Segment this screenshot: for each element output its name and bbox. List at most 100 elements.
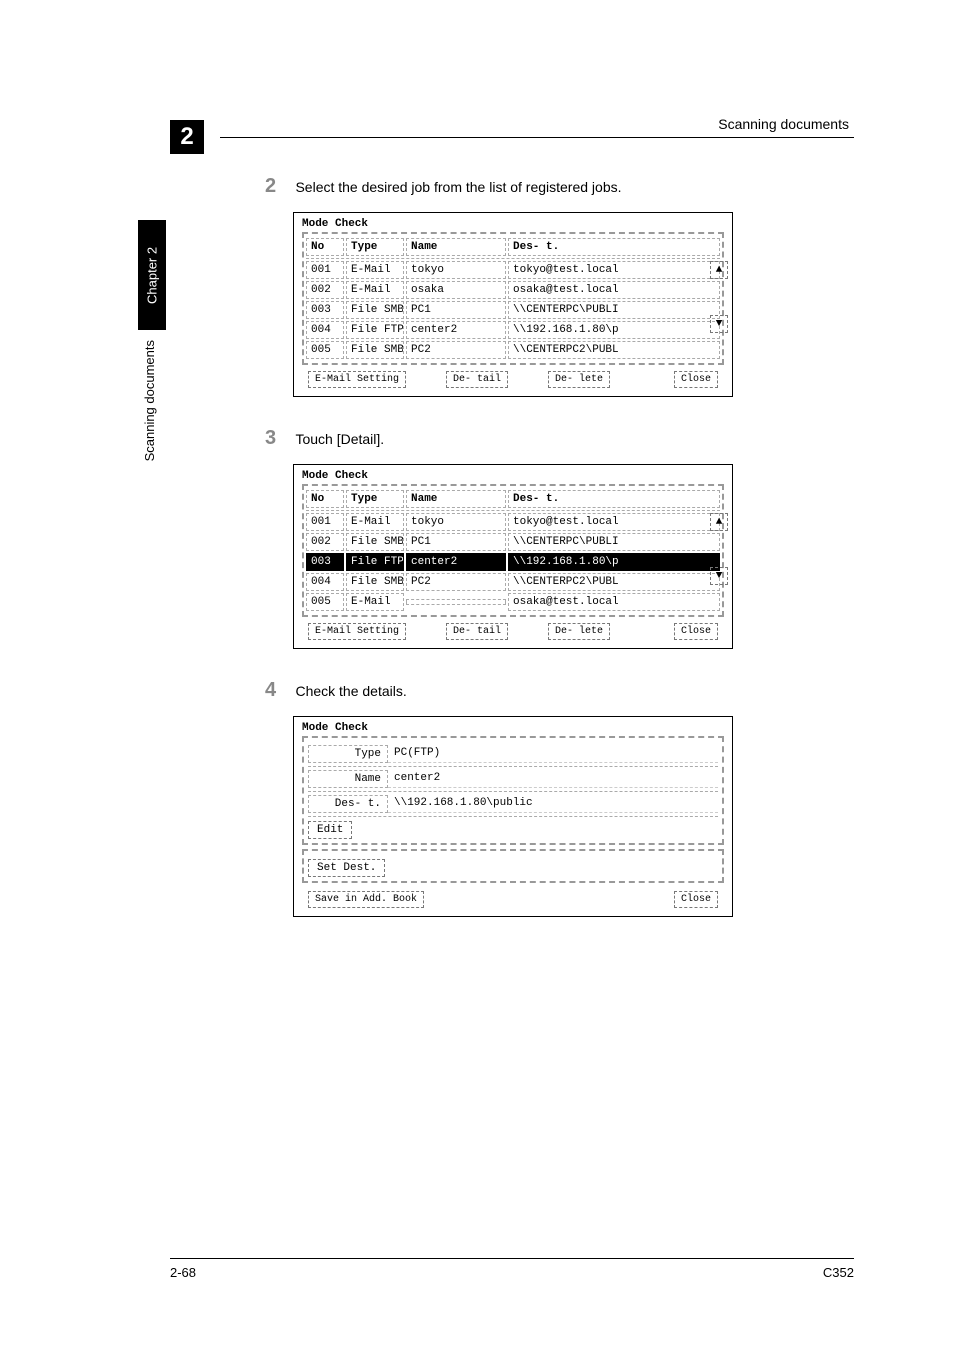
step-number: 4 xyxy=(265,679,291,702)
cell-no: 003 xyxy=(306,301,344,319)
cell-type: File SMB xyxy=(346,573,404,591)
edit-button[interactable]: Edit xyxy=(308,821,352,839)
cell-no: 003 xyxy=(306,553,344,571)
cell-dest: \\CENTERPC2\PUBL xyxy=(508,341,720,359)
step-3: 3 Touch [Detail]. xyxy=(265,427,854,450)
mode-check-panel-1: Mode Check No Type Name Des- t. 001E-Mai… xyxy=(293,212,733,397)
table-header: No Type Name Des- t. xyxy=(306,490,720,511)
cell-dest: \\192.168.1.80\p xyxy=(508,553,720,571)
cell-type: E-Mail xyxy=(346,261,404,279)
cell-dest: tokyo@test.local xyxy=(508,261,720,279)
set-dest-button[interactable]: Set Dest. xyxy=(308,859,385,877)
cell-type: File FTP xyxy=(346,553,404,571)
table-row[interactable]: 001E-Mailtokyotokyo@test.local xyxy=(306,261,720,279)
delete-button[interactable]: De- lete xyxy=(548,371,610,388)
cell-name: PC2 xyxy=(406,341,506,359)
scroll-up-icon[interactable]: ▲ xyxy=(710,513,728,531)
step-number: 3 xyxy=(265,427,291,450)
footer-model: C352 xyxy=(823,1265,854,1280)
detail-name-value: center2 xyxy=(388,770,718,788)
table-row[interactable]: 004File FTPcenter2\\192.168.1.80\p xyxy=(306,321,720,339)
footer-page-number: 2-68 xyxy=(170,1265,196,1280)
scroll-down-icon[interactable]: ▼ xyxy=(710,567,728,585)
cell-no: 001 xyxy=(306,513,344,531)
delete-button[interactable]: De- lete xyxy=(548,623,610,640)
col-name: Name xyxy=(406,490,506,508)
table-row[interactable]: 004File SMBPC2\\CENTERPC2\PUBL xyxy=(306,573,720,591)
detail-type-value: PC(FTP) xyxy=(388,745,718,763)
close-button[interactable]: Close xyxy=(674,891,718,908)
close-button[interactable]: Close xyxy=(674,623,718,640)
detail-button[interactable]: De- tail xyxy=(446,371,508,388)
cell-dest: \\CENTERPC\PUBLI xyxy=(508,533,720,551)
table-row[interactable]: 003File FTPcenter2\\192.168.1.80\p xyxy=(306,553,720,571)
cell-dest: osaka@test.local xyxy=(508,281,720,299)
side-chapter-tab: Chapter 2 xyxy=(138,220,166,330)
cell-dest: tokyo@test.local xyxy=(508,513,720,531)
col-no: No xyxy=(306,490,344,508)
cell-dest: \\CENTERPC\PUBLI xyxy=(508,301,720,319)
scroll-down-icon[interactable]: ▼ xyxy=(710,315,728,333)
cell-no: 001 xyxy=(306,261,344,279)
scroll-up-icon[interactable]: ▲ xyxy=(710,261,728,279)
col-dest: Des- t. xyxy=(508,238,720,256)
step-text: Touch [Detail]. xyxy=(295,427,384,447)
cell-no: 004 xyxy=(306,321,344,339)
step-2: 2 Select the desired job from the list o… xyxy=(265,175,854,198)
mode-check-panel-2: Mode Check No Type Name Des- t. 001E-Mai… xyxy=(293,464,733,649)
panel-title: Mode Check xyxy=(302,723,724,734)
cell-name: tokyo xyxy=(406,261,506,279)
email-setting-button[interactable]: E-Mail Setting xyxy=(308,623,406,640)
table-row[interactable]: 002E-Mailosakaosaka@test.local xyxy=(306,281,720,299)
mode-check-panel-detail: Mode Check Type PC(FTP) Name center2 Des… xyxy=(293,716,733,917)
col-type: Type xyxy=(346,490,404,508)
cell-name: PC2 xyxy=(406,573,506,591)
cell-name: osaka xyxy=(406,281,506,299)
header-title: Scanning documents xyxy=(718,116,849,132)
cell-type: File SMB xyxy=(346,341,404,359)
cell-dest: \\CENTERPC2\PUBL xyxy=(508,573,720,591)
step-text: Check the details. xyxy=(295,679,406,699)
close-button[interactable]: Close xyxy=(674,371,718,388)
cell-dest: \\192.168.1.80\p xyxy=(508,321,720,339)
col-name: Name xyxy=(406,238,506,256)
cell-name xyxy=(406,599,506,605)
cell-type: File FTP xyxy=(346,321,404,339)
cell-type: E-Mail xyxy=(346,281,404,299)
step-4: 4 Check the details. xyxy=(265,679,854,702)
cell-name: tokyo xyxy=(406,513,506,531)
detail-dest-label: Des- t. xyxy=(308,795,388,813)
table-row[interactable]: 005E-Mailosaka@test.local xyxy=(306,593,720,611)
detail-name-label: Name xyxy=(308,770,388,788)
table-row[interactable]: 001E-Mailtokyotokyo@test.local xyxy=(306,513,720,531)
cell-no: 005 xyxy=(306,341,344,359)
table-row[interactable]: 002File SMBPC1\\CENTERPC\PUBLI xyxy=(306,533,720,551)
header-rule xyxy=(220,137,854,138)
detail-type-label: Type xyxy=(308,745,388,763)
col-type: Type xyxy=(346,238,404,256)
panel-title: Mode Check xyxy=(302,471,724,482)
table-header: No Type Name Des- t. xyxy=(306,238,720,259)
col-dest: Des- t. xyxy=(508,490,720,508)
chapter-number-badge: 2 xyxy=(170,120,204,154)
cell-name: center2 xyxy=(406,321,506,339)
side-section-text: Scanning documents xyxy=(142,340,157,461)
panel-title: Mode Check xyxy=(302,219,724,230)
cell-type: E-Mail xyxy=(346,513,404,531)
cell-name: center2 xyxy=(406,553,506,571)
cell-no: 002 xyxy=(306,281,344,299)
cell-type: E-Mail xyxy=(346,593,404,611)
cell-type: File SMB xyxy=(346,533,404,551)
cell-dest: osaka@test.local xyxy=(508,593,720,611)
cell-no: 002 xyxy=(306,533,344,551)
step-text: Select the desired job from the list of … xyxy=(295,175,621,195)
detail-button[interactable]: De- tail xyxy=(446,623,508,640)
col-no: No xyxy=(306,238,344,256)
email-setting-button[interactable]: E-Mail Setting xyxy=(308,371,406,388)
cell-name: PC1 xyxy=(406,301,506,319)
table-row[interactable]: 005File SMBPC2\\CENTERPC2\PUBL xyxy=(306,341,720,359)
cell-no: 004 xyxy=(306,573,344,591)
cell-name: PC1 xyxy=(406,533,506,551)
table-row[interactable]: 003File SMBPC1\\CENTERPC\PUBLI xyxy=(306,301,720,319)
save-addr-book-button[interactable]: Save in Add. Book xyxy=(308,891,424,908)
